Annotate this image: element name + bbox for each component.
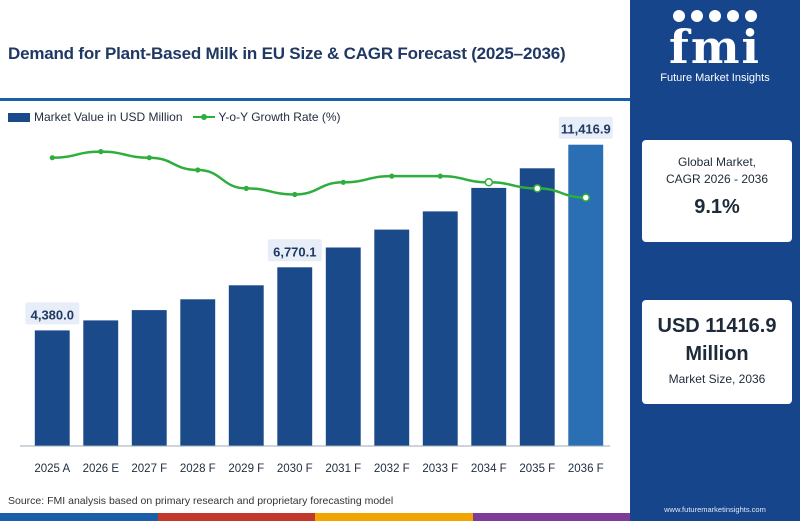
sidebar: fmi Future Market Insights Global Market…: [630, 0, 800, 521]
title-divider: [0, 98, 630, 101]
cagr-label-line1: Global Market,: [677, 155, 757, 169]
logo-dot-icon: [745, 10, 757, 22]
title-bar: Demand for Plant-Based Milk in EU Size &…: [0, 0, 630, 101]
market-size-value-line1: USD 11416.9: [657, 315, 777, 337]
logo-dot-icon: [691, 10, 703, 22]
x-tick-label: 2033 F: [422, 463, 458, 475]
bar-2028-f: [180, 299, 216, 446]
legend-bar-label: Market Value in USD Million: [34, 110, 183, 124]
x-tick-label: 2027 F: [131, 463, 167, 475]
data-label-box: [267, 239, 322, 262]
growth-rate-point: [581, 193, 591, 202]
growth-rate-point: [49, 155, 55, 161]
bar-2029-f: [228, 285, 264, 446]
growth-rate-point: [533, 184, 542, 193]
logo-wordmark: fmi: [669, 20, 761, 74]
growth-rate-point: [195, 167, 201, 173]
x-tick-label: 2026 E: [83, 463, 120, 475]
cagr-value: 9.1%: [694, 196, 740, 218]
x-tick-label: 2036 F: [568, 463, 604, 475]
chart-panel: Demand for Plant-Based Milk in EU Size &…: [0, 0, 630, 521]
logo-dot-icon: [673, 10, 685, 22]
source-note: Source: FMI analysis based on primary re…: [8, 495, 394, 507]
bar-2036-f: [568, 144, 604, 446]
bar-2032-f: [374, 229, 410, 446]
market-size-label: Market Size, 2036: [668, 372, 766, 386]
data-label-box: [25, 302, 80, 325]
logo-dot-icon: [709, 10, 721, 22]
cagr-label: Global Market, CAGR 2026 - 2036: [642, 140, 792, 188]
growth-rate-point: [484, 178, 494, 187]
bar-2030-f: [277, 267, 313, 446]
cagr-card: Global Market, CAGR 2026 - 2036 9.1%: [642, 140, 792, 242]
data-label-box: [558, 116, 613, 139]
legend-bar-swatch: [8, 112, 30, 122]
data-label: 11,416.9: [561, 122, 611, 137]
market-size-card: USD 11416.9 Million Market Size, 2036: [642, 300, 792, 404]
legend-line-swatch: [192, 112, 215, 122]
bar-2025-a: [34, 330, 70, 446]
fmi-logo: fmi Future Market Insights: [630, 8, 800, 98]
market-size-value-line2: Million: [685, 343, 749, 365]
x-tick-label: 2031 F: [325, 463, 361, 475]
market-size-value: USD 11416.9 Million: [642, 300, 792, 368]
x-tick-label: 2035 F: [519, 463, 555, 475]
x-tick-label: 2030 F: [277, 463, 313, 475]
x-tick-label: 2028 F: [180, 463, 216, 475]
logo-dot-icon: [727, 10, 739, 22]
growth-rate-point: [437, 173, 443, 179]
strip-segment-blue: [0, 513, 158, 521]
bar-2031-f: [325, 247, 361, 446]
chart-legend: Market Value in USD Million Y-o-Y Growth…: [8, 110, 341, 124]
strip-segment-purple: [472, 513, 630, 521]
chart-plot: 2025 A 2026 E 2027 F 2028 F 2029 F 2030 F 2031…: [20, 116, 613, 475]
data-label: 6,770.1: [273, 244, 316, 259]
x-tick-label: 2025 A: [34, 463, 70, 475]
x-tick-label: 2029 F: [228, 463, 264, 475]
logo-icons: [630, 10, 800, 22]
growth-rate-point: [389, 173, 395, 179]
strip-segment-orange: [315, 513, 473, 521]
chart-title: Demand for Plant-Based Milk in EU Size &…: [8, 44, 566, 63]
strip-segment-red: [157, 513, 315, 521]
growth-rate-point: [146, 155, 152, 161]
bottom-color-strip: [0, 513, 630, 521]
growth-rate-point: [243, 185, 249, 191]
legend-line-label: Y-o-Y Growth Rate (%): [218, 110, 341, 124]
website-link[interactable]: www.futuremarketinsights.com: [664, 505, 766, 514]
bar-2026-e: [83, 320, 119, 446]
bar-2034-f: [471, 187, 507, 446]
growth-rate-point: [340, 179, 346, 185]
bar-2033-f: [422, 211, 458, 446]
growth-rate-point: [98, 149, 104, 155]
cagr-label-line2: CAGR 2026 - 2036: [665, 172, 769, 186]
logo-subtitle: Future Market Insights: [660, 72, 770, 84]
bar-2035-f: [519, 168, 555, 447]
bar-2027-f: [131, 310, 167, 446]
growth-rate-point: [292, 191, 298, 198]
x-tick-label: 2032 F: [374, 463, 410, 475]
data-label: 4,380.0: [31, 307, 74, 322]
x-tick-label: 2034 F: [471, 463, 507, 475]
